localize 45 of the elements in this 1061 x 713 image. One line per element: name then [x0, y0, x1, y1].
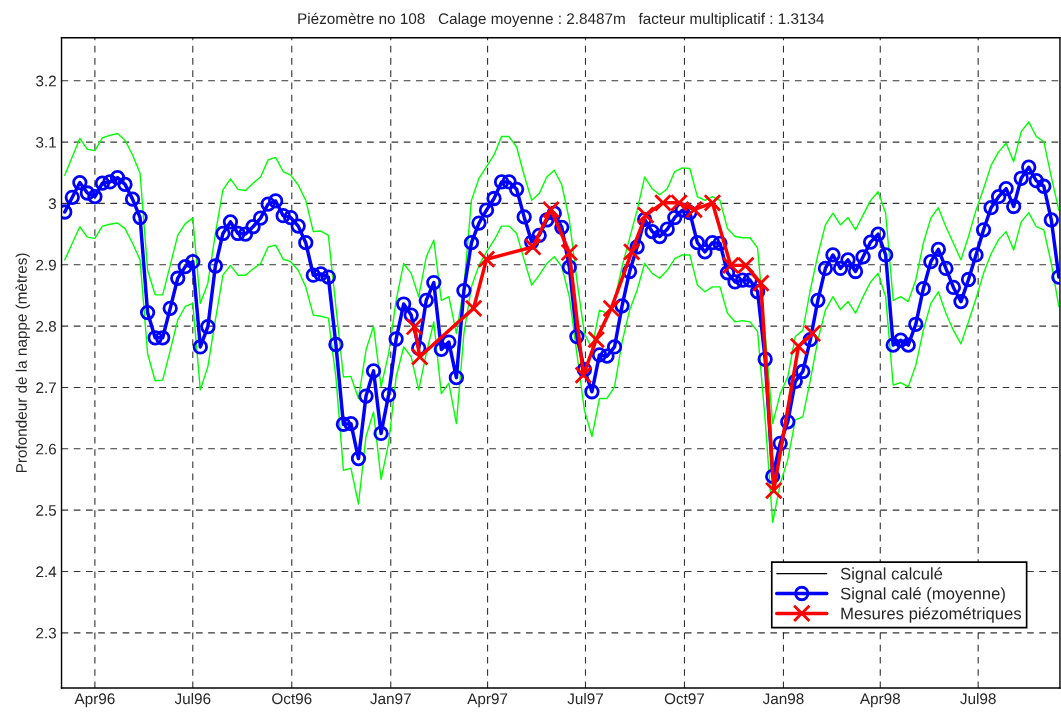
point: [410, 347, 429, 366]
x-tick-label: Jan97: [370, 693, 411, 705]
point: [405, 317, 424, 336]
point: [602, 299, 621, 318]
line-series: [64, 121, 1060, 425]
y-tick-label: 2.3: [36, 627, 57, 639]
point: [803, 324, 822, 343]
x-tick-label: Jul96: [174, 692, 211, 705]
x-tick-label: Oct97: [664, 693, 705, 705]
y-axis-title: Profondeur de la nappe (mètres): [15, 253, 30, 473]
legend-label: Signal calé (moyenne): [840, 587, 1005, 603]
x-tick-label: Oct96: [272, 693, 312, 705]
point: [764, 481, 783, 500]
point: [542, 200, 561, 219]
y-tick-label: 3.2: [36, 75, 56, 87]
x-tick-label: Apr96: [74, 693, 115, 708]
chart-title: Piézomètre no 108 Calage moyenne : 2.8487m facteur multiplicatif : 1.3134: [298, 12, 824, 28]
y-tick-label: 3.1: [36, 136, 56, 148]
point: [560, 243, 579, 262]
x-tick-label: Apr97: [467, 693, 508, 708]
point: [574, 366, 593, 385]
x-tick-label: Apr98: [859, 693, 900, 708]
point: [703, 193, 722, 212]
point: [477, 250, 496, 269]
point: [751, 274, 770, 293]
y-tick-label: 2.7: [36, 382, 56, 393]
point: [636, 206, 655, 225]
point: [685, 200, 704, 219]
point: [622, 242, 641, 261]
x-tick-label: Jul98: [960, 692, 996, 705]
point: [523, 237, 542, 256]
y-tick-label: 3: [48, 198, 57, 210]
y-tick-label: 2.9: [36, 259, 56, 271]
x-tick-label: Jul97: [567, 692, 603, 705]
y-tick-label: 2.4: [36, 566, 57, 578]
y-tick-label: 2.5: [36, 505, 57, 516]
y-tick-label: 2.8: [36, 320, 57, 332]
point: [464, 299, 483, 318]
x-tick-label: Jan98: [762, 693, 804, 705]
y-tick-label: 2.6: [36, 443, 57, 455]
point: [789, 337, 808, 356]
legend-label: Mesures piézométriques: [841, 606, 1022, 623]
point: [587, 330, 606, 349]
line-series: [64, 211, 1060, 524]
legend-label: Signal calculé: [840, 567, 943, 583]
